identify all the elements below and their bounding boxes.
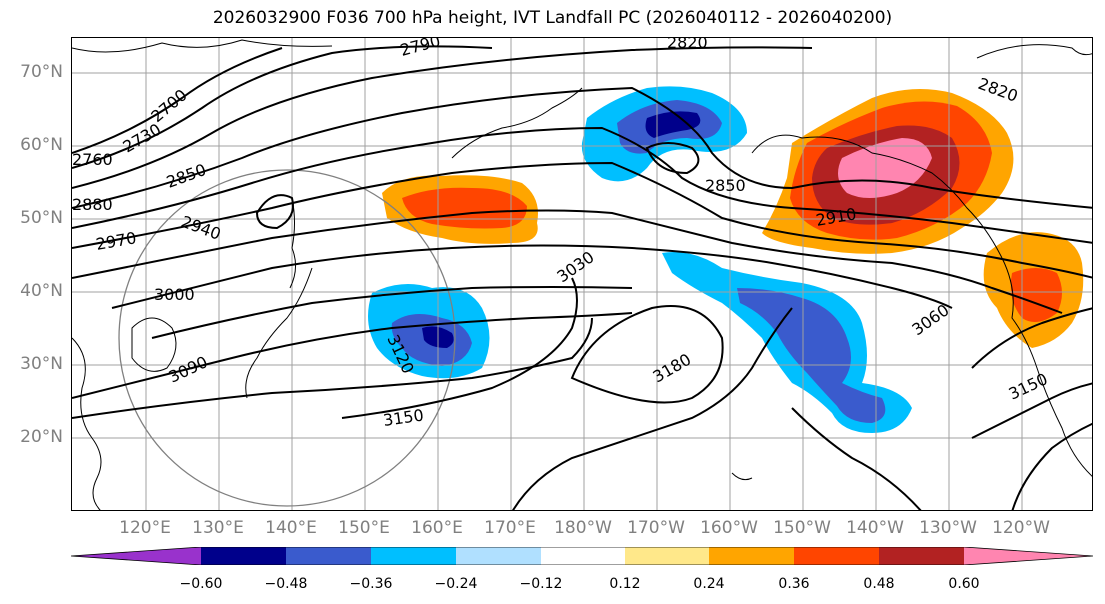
colorbar-swatch — [794, 547, 879, 565]
coastlines — [72, 39, 1092, 510]
lon-label: 150°E — [338, 518, 390, 538]
lon-label: 140°W — [846, 518, 904, 538]
colorbar — [71, 547, 1093, 565]
ivt-negative-shading — [368, 86, 912, 433]
contour-label: 3090 — [166, 352, 211, 386]
lat-label-20n: 20°N — [20, 427, 63, 447]
contour-label: 2760 — [72, 150, 113, 169]
contour-label: 2820 — [667, 38, 708, 52]
lat-label-60n: 60°N — [20, 135, 63, 155]
lon-label: 180°W — [554, 518, 612, 538]
colorbar-swatch — [709, 547, 794, 565]
lat-label-70n: 70°N — [20, 62, 63, 82]
range-circle — [118, 169, 456, 507]
lon-label: 130°E — [192, 518, 244, 538]
colorbar-swatch — [371, 547, 456, 565]
lon-label: 130°W — [919, 518, 977, 538]
height-contours — [72, 45, 1092, 510]
colorbar-swatch — [71, 547, 201, 565]
lat-label-30n: 30°N — [20, 354, 63, 374]
lon-label: 150°W — [773, 518, 831, 538]
contour-label: 2730 — [120, 120, 165, 157]
contour-label: 2940 — [179, 212, 224, 244]
contour-label: 2790 — [398, 38, 442, 60]
contour-label: 3150 — [382, 405, 425, 429]
map-svg: 2700 2730 2760 2790 2820 2820 2850 2850 … — [72, 38, 1092, 510]
colorbar-tick-label: 0.12 — [609, 576, 641, 592]
colorbar-tick-label: −0.36 — [349, 576, 393, 592]
colorbar-swatch — [879, 547, 964, 565]
lat-label-50n: 50°N — [20, 208, 63, 228]
colorbar-swatch — [286, 547, 371, 565]
colorbar-tick-label: −0.12 — [519, 576, 563, 592]
contour-label: 2820 — [976, 74, 1021, 106]
contour-label: 2880 — [72, 195, 113, 214]
colorbar-swatch — [625, 547, 709, 565]
contour-label: 2850 — [164, 160, 209, 192]
colorbar-tick-label: −0.48 — [264, 576, 308, 592]
lon-label: 120°W — [992, 518, 1050, 538]
contour-label: 3150 — [1006, 369, 1051, 403]
lon-label: 160°W — [700, 518, 758, 538]
lon-label: 140°E — [265, 518, 317, 538]
colorbar-swatch — [201, 547, 286, 565]
colorbar-tick-label: 0.60 — [948, 576, 980, 592]
contour-label: 3180 — [650, 350, 695, 387]
contour-label: 3030 — [553, 247, 597, 286]
contour-label: 3000 — [154, 285, 195, 304]
contour-label: 2970 — [94, 228, 137, 254]
colorbar-tick-label: −0.60 — [179, 576, 223, 592]
colorbar-tick-label: 0.36 — [778, 576, 810, 592]
contour-label: 2850 — [705, 176, 746, 195]
colorbar-swatch — [964, 547, 1093, 565]
graticule — [72, 38, 1092, 510]
ivt-positive-shading — [382, 89, 1084, 348]
map-panel[interactable]: 2700 2730 2760 2790 2820 2820 2850 2850 … — [71, 37, 1093, 511]
colorbar-tick-label: 0.48 — [863, 576, 895, 592]
lat-label-40n: 40°N — [20, 281, 63, 301]
colorbar-swatch — [456, 547, 541, 565]
map-title: 2026032900 F036 700 hPa height, IVT Land… — [212, 8, 893, 28]
lon-label: 170°W — [627, 518, 685, 538]
lon-label: 160°E — [411, 518, 463, 538]
lon-label: 120°E — [119, 518, 171, 538]
lon-label: 170°E — [484, 518, 536, 538]
colorbar-tick-label: 0.24 — [693, 576, 725, 592]
colorbar-tick-label: −0.24 — [434, 576, 478, 592]
colorbar-swatch — [541, 547, 625, 565]
